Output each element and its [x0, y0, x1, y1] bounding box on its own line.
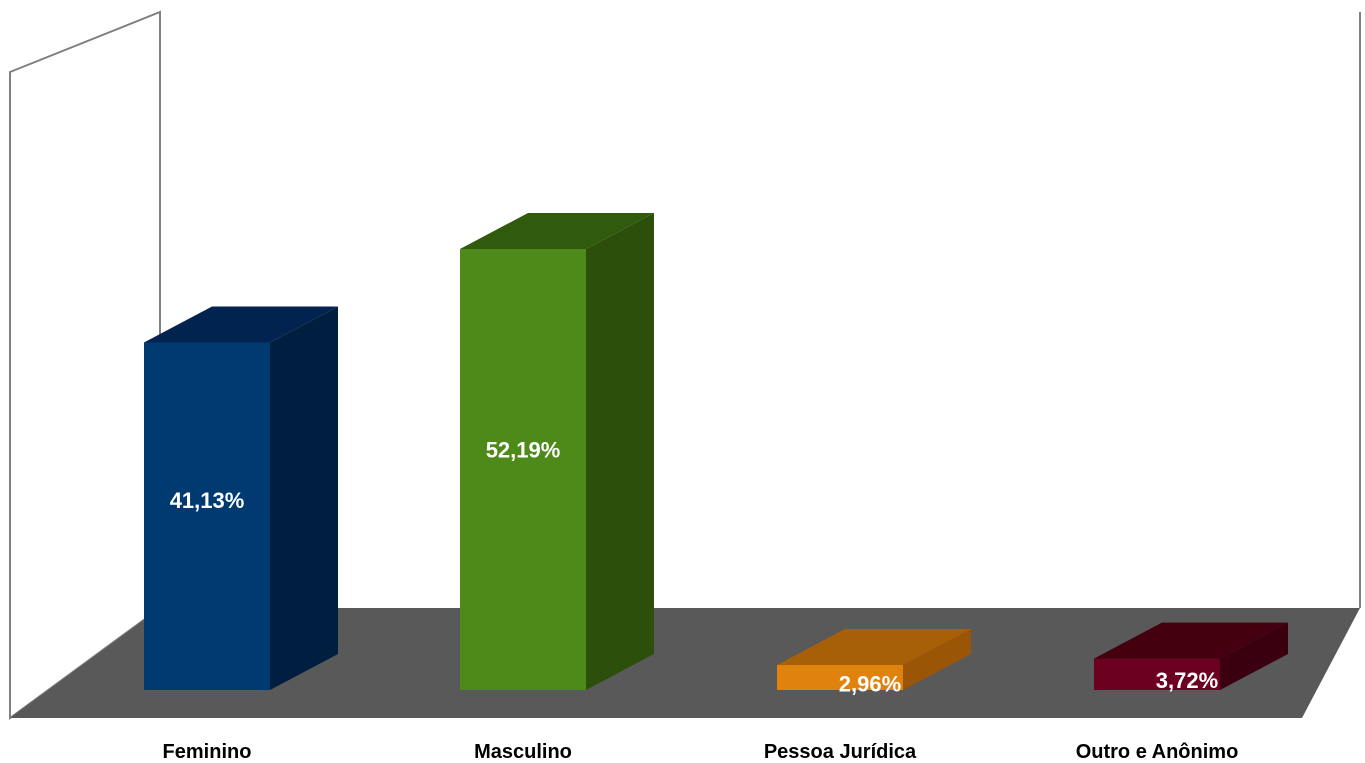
bar-top-feminino: [144, 306, 338, 343]
bar-feminino: [144, 306, 338, 690]
value-label-feminino: 41,13%: [170, 488, 245, 513]
bar-masculino: [460, 212, 654, 690]
value-label-pessoa-juridica: 2,96%: [839, 671, 901, 696]
category-label-masculino: Masculino: [474, 741, 572, 763]
bar-side-masculino: [586, 212, 654, 690]
category-label-outro-e-anonimo: Outro e Anônimo: [1076, 741, 1239, 763]
chart-floor: [10, 608, 1360, 718]
category-labels-group: Feminino Masculino Pessoa Jurídica Outro e …: [163, 741, 1239, 763]
bar-side-pessoa-juridica: [903, 628, 971, 690]
left-wall: [9, 10, 161, 720]
bar-top-pessoa-juridica: [777, 628, 971, 665]
bar-outro-e-anonimo: [1094, 622, 1288, 690]
bar-front-feminino: [144, 342, 270, 690]
bar-side-outro-e-anonimo: [1220, 622, 1288, 690]
category-label-pessoa-juridica: Pessoa Jurídica: [764, 741, 917, 763]
bars-group: [144, 212, 1288, 690]
bar-top-outro-e-anonimo: [1094, 622, 1288, 659]
bar-pessoa-juridica: [777, 628, 971, 690]
bar-top-masculino: [460, 212, 654, 249]
value-labels-group: 41,13% 52,19% 2,96% 3,72%: [170, 438, 1219, 697]
category-label-feminino: Feminino: [163, 741, 252, 763]
back-wall: [160, 12, 1360, 608]
value-label-outro-e-anonimo: 3,72%: [1156, 668, 1218, 693]
bar-side-feminino: [270, 306, 338, 690]
bar-front-outro-e-anonimo: [1094, 658, 1220, 690]
bar-front-masculino: [460, 248, 586, 690]
value-label-masculino: 52,19%: [486, 438, 561, 463]
bar-front-pessoa-juridica: [777, 664, 903, 690]
